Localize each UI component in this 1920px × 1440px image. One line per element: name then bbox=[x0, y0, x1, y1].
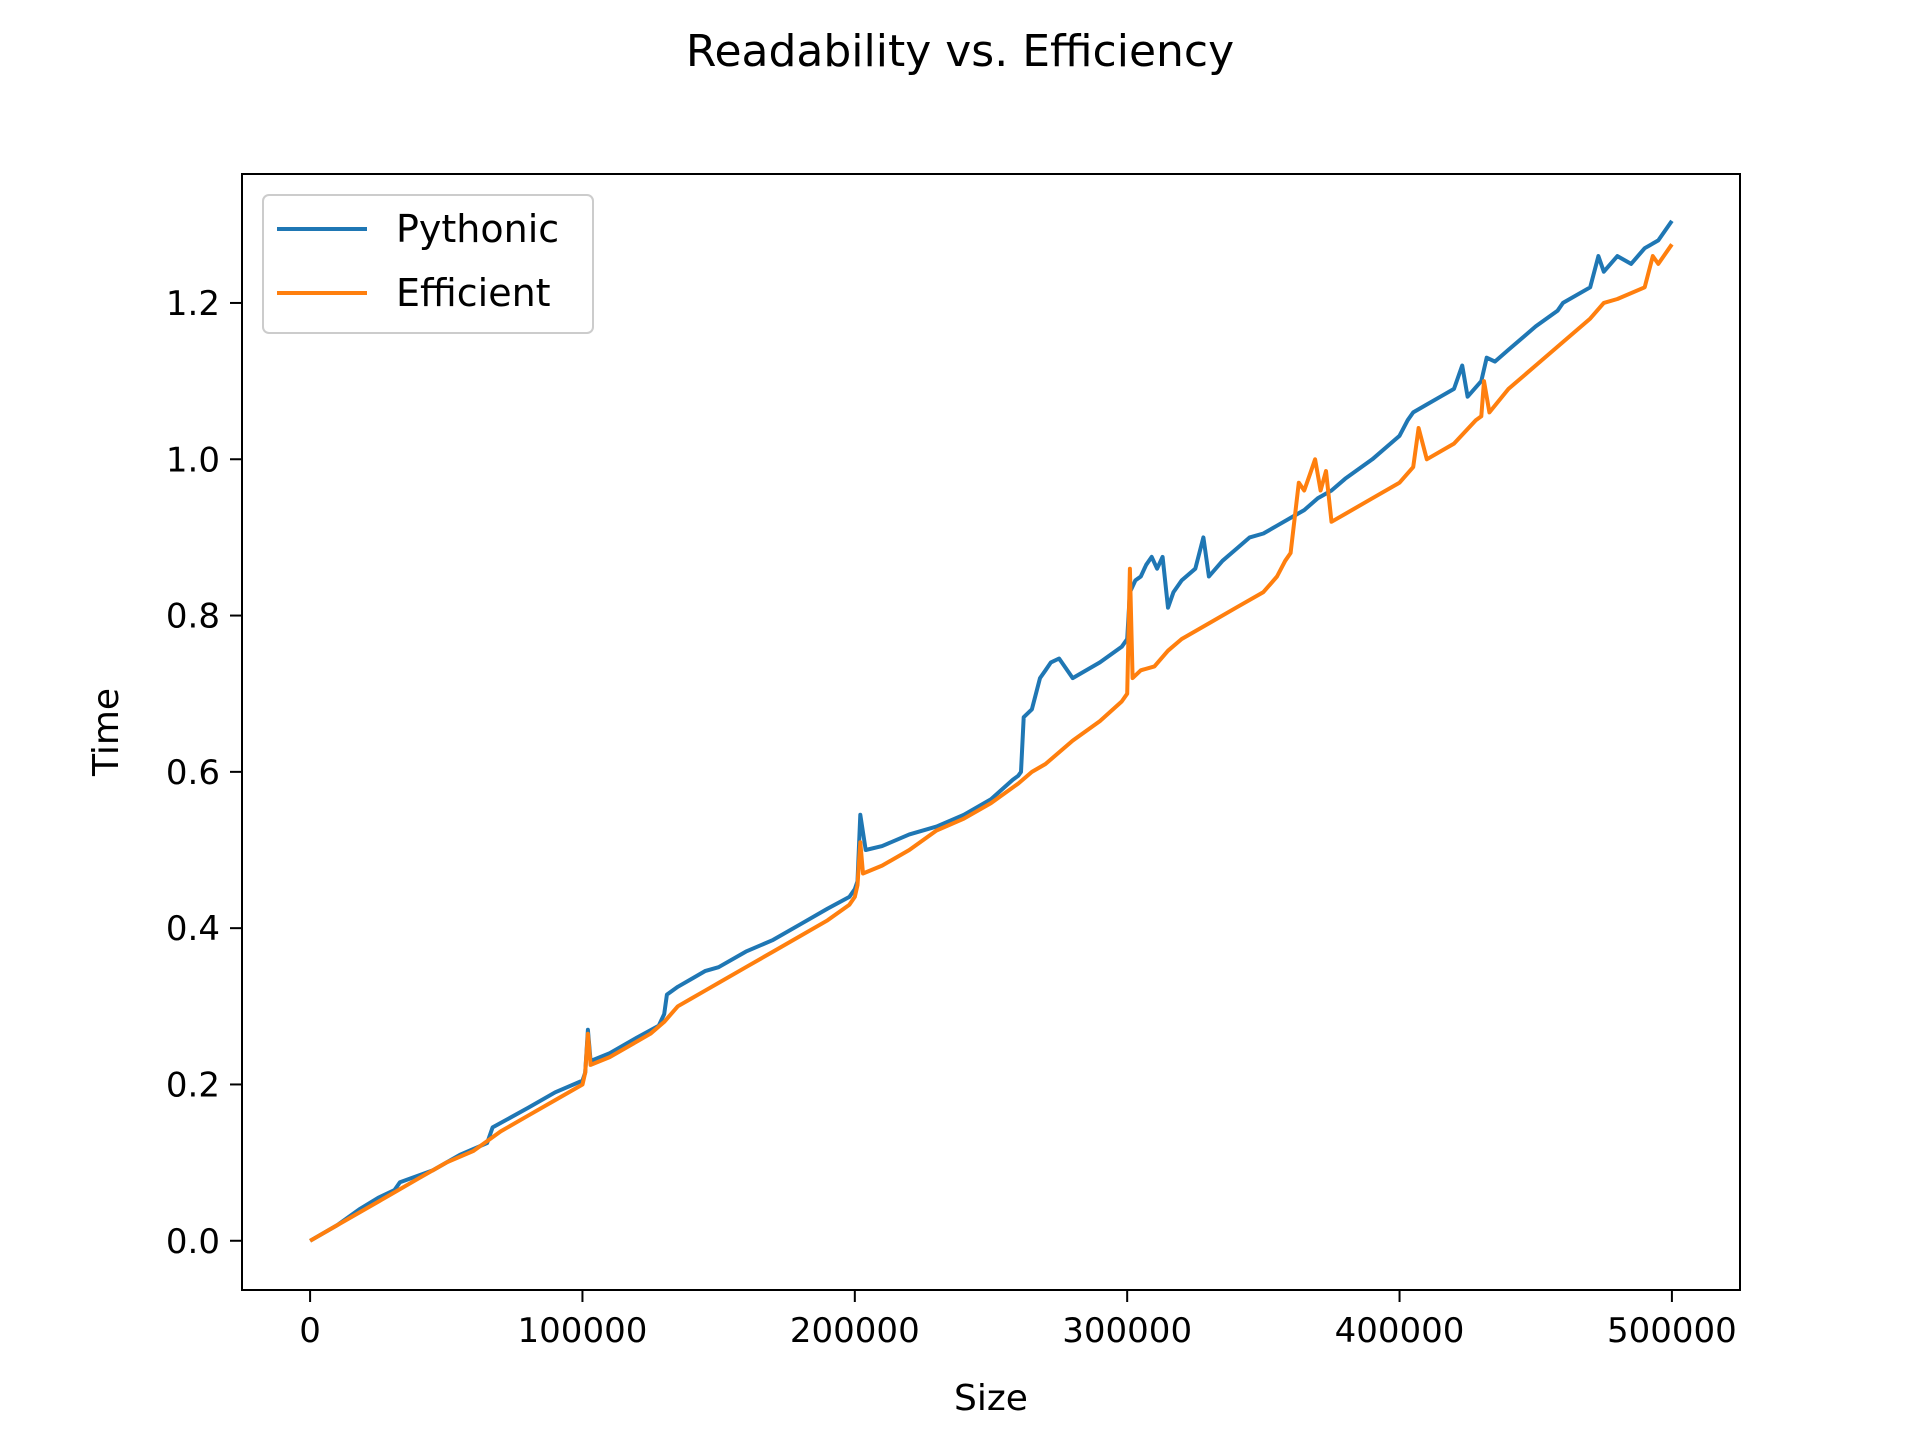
series-layer bbox=[309, 219, 1674, 1243]
x-tick-label: 400000 bbox=[1335, 1311, 1465, 1351]
y-tick-label: 0.2 bbox=[166, 1065, 220, 1105]
x-tick-label: 500000 bbox=[1607, 1311, 1737, 1351]
legend: Pythonic Efficient bbox=[262, 194, 594, 334]
y-tick-label: 0.4 bbox=[166, 909, 220, 949]
legend-label-efficient: Efficient bbox=[396, 271, 551, 315]
plot-frame bbox=[241, 173, 1741, 1291]
series-line-pythonic bbox=[309, 219, 1674, 1243]
x-tick-label: 200000 bbox=[790, 1311, 920, 1351]
y-tick-label: 0.8 bbox=[166, 597, 220, 637]
x-tick-label: 0 bbox=[299, 1311, 321, 1351]
series-line-efficient bbox=[309, 243, 1674, 1243]
legend-label-pythonic: Pythonic bbox=[396, 207, 559, 251]
x-tick-label: 300000 bbox=[1062, 1311, 1192, 1351]
y-tick-label: 0.0 bbox=[166, 1222, 220, 1262]
x-axis: 0 100000 200000 300000 400000 500000 bbox=[299, 1290, 1737, 1351]
x-tick-label: 100000 bbox=[518, 1311, 648, 1351]
chart-title: Readability vs. Efficiency bbox=[686, 26, 1234, 77]
y-tick-label: 0.6 bbox=[166, 753, 220, 793]
y-axis: 0.0 0.2 0.4 0.6 0.8 1.0 1.2 bbox=[166, 284, 242, 1262]
y-axis-label: Time bbox=[86, 688, 127, 777]
y-tick-label: 1.2 bbox=[166, 284, 220, 324]
x-axis-label: Size bbox=[954, 1378, 1028, 1419]
plot-area bbox=[241, 173, 1741, 1291]
y-tick-label: 1.0 bbox=[166, 440, 220, 480]
